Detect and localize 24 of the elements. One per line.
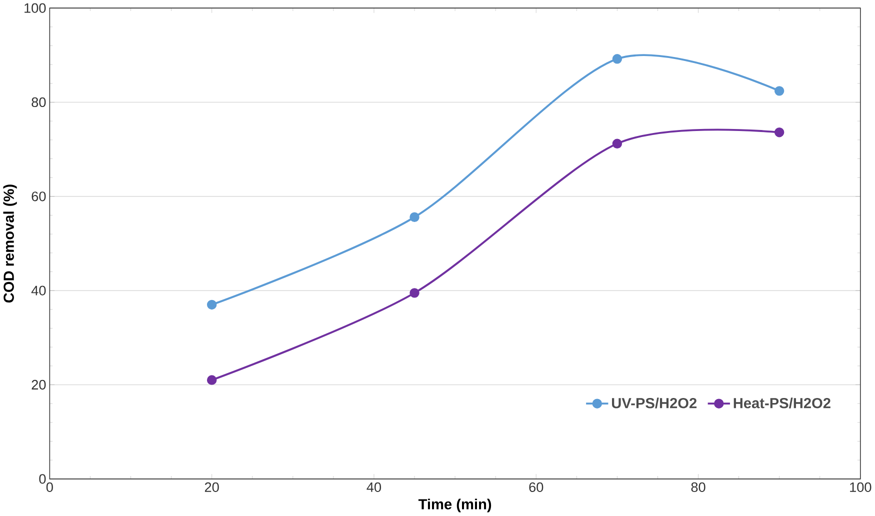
y-axis-title: COD removal (%) <box>3 184 17 303</box>
x-tick-label: 40 <box>366 482 382 492</box>
x-tick-label: 80 <box>691 482 706 492</box>
x-tick-label: 100 <box>850 482 872 492</box>
point <box>410 288 420 298</box>
legend-label: Heat-PS/H2O2 <box>734 398 830 409</box>
x-tick-label: 60 <box>529 482 544 492</box>
y-tick-label: 40 <box>31 286 46 296</box>
point <box>774 86 784 96</box>
x-tick-label: 0 <box>46 482 53 492</box>
point <box>774 128 784 138</box>
y-tick-label: 60 <box>32 192 46 202</box>
point <box>612 54 622 64</box>
y-tick-label: 0 <box>39 474 46 484</box>
y-tick-label: 20 <box>32 380 46 390</box>
point <box>410 212 420 222</box>
point <box>206 375 217 386</box>
point <box>612 139 622 149</box>
y-tick-label: 100 <box>24 3 46 14</box>
x-tick-label: 20 <box>204 482 219 492</box>
point <box>206 300 217 310</box>
x-axis-title: Time (min) <box>418 498 492 513</box>
legend-label: UV-PS/H2O2 <box>612 398 697 409</box>
y-tick-label: 80 <box>32 98 46 108</box>
